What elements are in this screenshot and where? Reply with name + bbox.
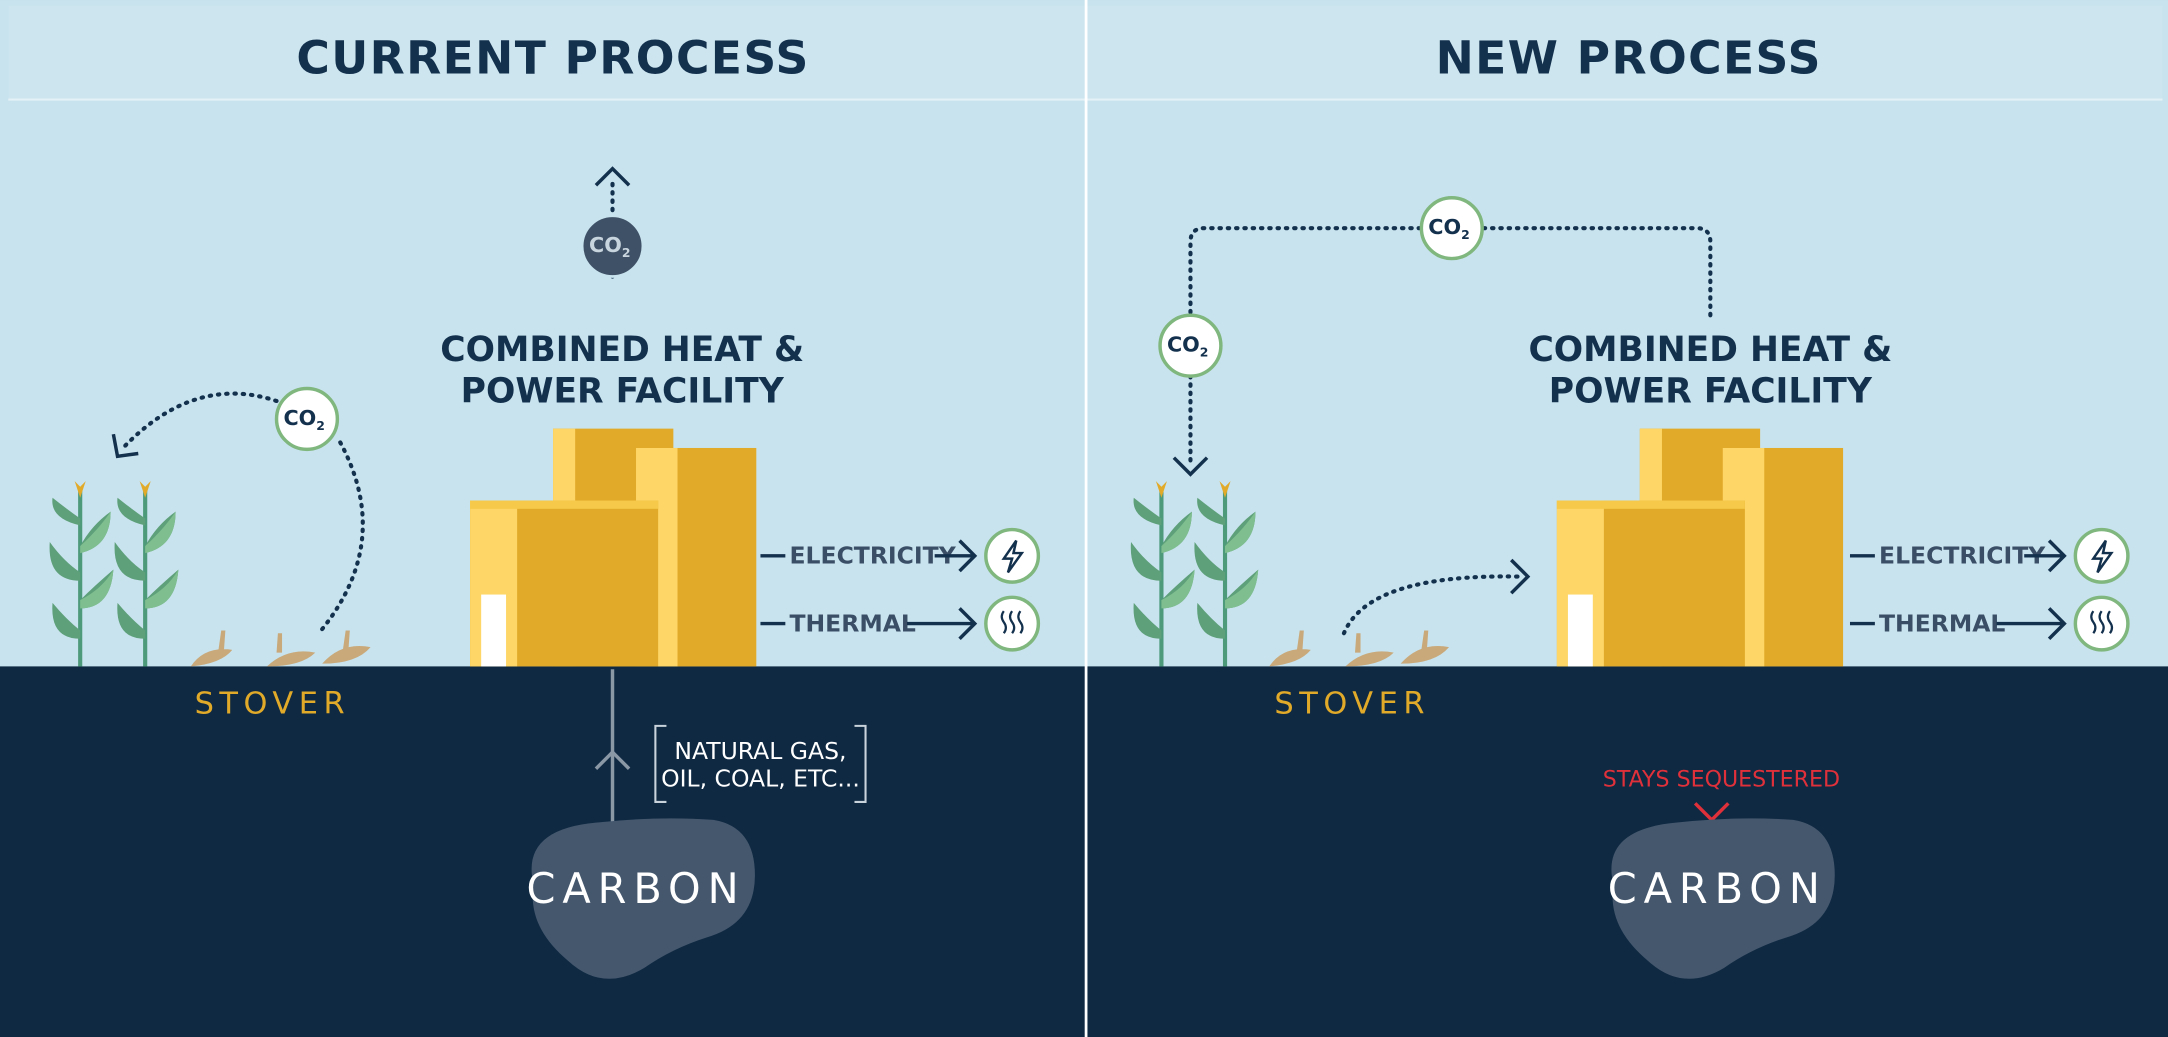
label-part: 2 <box>316 417 325 432</box>
facility-label: POWER FACILITY <box>461 371 785 411</box>
co2-badge: CO2 <box>1167 333 1208 359</box>
label-part: CO <box>1428 215 1461 239</box>
output-label: THERMAL <box>1879 609 2005 637</box>
carbon-label: CARBON <box>1608 865 1827 913</box>
label-part: 2 <box>1200 344 1209 359</box>
panel-title: NEW PROCESS <box>1436 31 1822 84</box>
co2-badge: CO2 <box>1428 215 1469 241</box>
label-part: CO <box>1167 333 1200 357</box>
co2-badge: CO2 <box>589 233 630 259</box>
carbon-label: CARBON <box>527 865 746 913</box>
panel-new: NEW PROCESS CO2 CO2 COMBINED HEAT & POWE… <box>1131 31 2130 979</box>
carbon-note: STAYS SEQUESTERED <box>1603 767 1840 793</box>
co2-badge: CO2 <box>283 406 324 432</box>
source-note: NATURAL GAS, <box>674 737 846 765</box>
source-note: OIL, COAL, ETC... <box>661 765 860 793</box>
output-label: THERMAL <box>789 609 915 637</box>
feedstock-label: STOVER <box>1274 686 1430 721</box>
output-label: ELECTRICITY <box>1879 542 2046 570</box>
facility-label: POWER FACILITY <box>1549 371 1873 411</box>
feedstock-label: STOVER <box>195 686 351 721</box>
facility-label: COMBINED HEAT & <box>440 330 804 370</box>
facility-label: COMBINED HEAT & <box>1528 330 1892 370</box>
label-part: 2 <box>1461 227 1470 242</box>
label-part: CO <box>589 233 622 257</box>
output-label: ELECTRICITY <box>789 542 956 570</box>
label-part: CO <box>283 406 316 430</box>
ground <box>0 666 2168 1037</box>
panel-current: CURRENT PROCESS CO2 COMBINED HEAT & POWE… <box>50 31 1041 979</box>
panel-title: CURRENT PROCESS <box>296 31 809 84</box>
label-part: 2 <box>622 245 631 260</box>
